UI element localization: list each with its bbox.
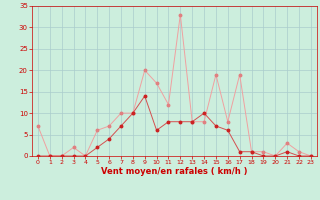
X-axis label: Vent moyen/en rafales ( km/h ): Vent moyen/en rafales ( km/h ): [101, 167, 248, 176]
